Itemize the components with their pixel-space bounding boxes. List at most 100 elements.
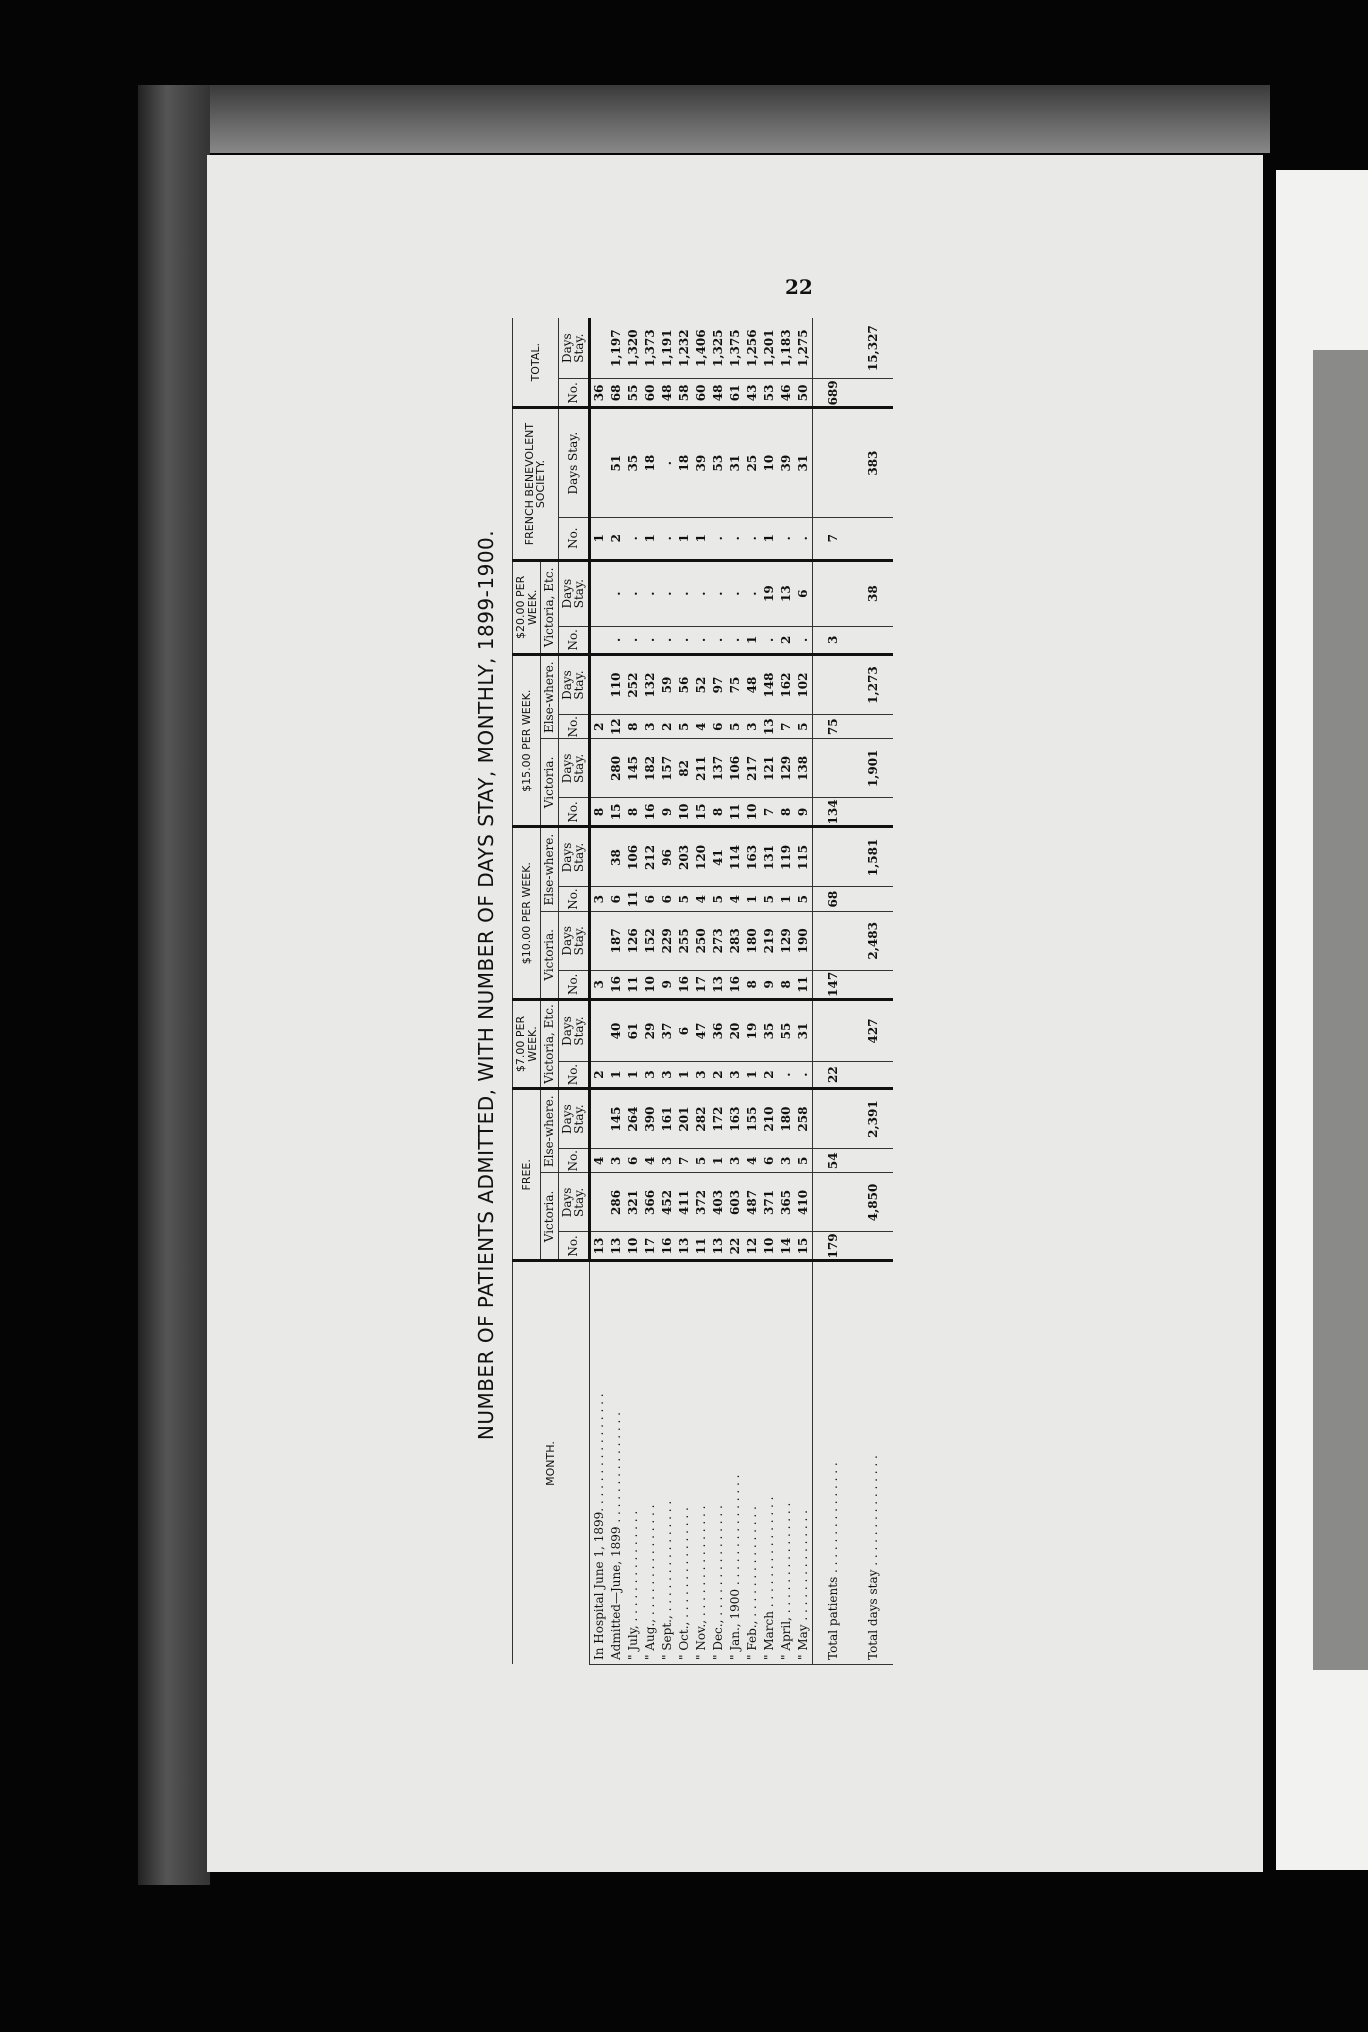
cell-days-stay: 1,273 (852, 654, 893, 715)
cell-no: 1 (641, 517, 659, 561)
header-twenty: $20.00 PER WEEK. (512, 560, 541, 655)
cell-days-stay (589, 318, 608, 379)
cell-no: 7 (777, 714, 795, 739)
cell-days-stay: 201 (675, 1088, 693, 1149)
row-label: " April, . . . . . . . . . . . . . . . (777, 1261, 795, 1665)
cell-days-stay: 255 (675, 911, 693, 971)
cell-no: 5 (794, 886, 813, 912)
cell-no: 4 (743, 1148, 761, 1173)
cell-no: 58 (675, 378, 693, 408)
row-label: In Hospital June 1, 1899. . . . . . . . … (589, 1261, 608, 1665)
cell-no: 1 (675, 517, 693, 561)
cell-no: 7 (812, 517, 853, 561)
cell-days-stay: 219 (760, 911, 778, 971)
cell-no (852, 714, 893, 739)
cell-days-stay: . (607, 560, 625, 627)
cell-no: 60 (641, 378, 659, 408)
cell-days-stay: 487 (743, 1172, 761, 1232)
cell-days-stay: 283 (726, 911, 744, 971)
cell-days-stay: 211 (692, 738, 710, 798)
cell-days-stay: 452 (658, 1172, 676, 1232)
cell-no: 50 (794, 378, 813, 408)
cell-days-stay: 1,201 (760, 318, 778, 379)
cell-days-stay: 137 (709, 738, 727, 798)
cell-no: 8 (624, 714, 642, 739)
cell-no: 7 (675, 1148, 693, 1173)
cell-no: 14 (777, 1231, 795, 1261)
header-no: No. (558, 1148, 590, 1173)
cell-days-stay: . (658, 407, 676, 518)
cell-days-stay: 162 (777, 654, 795, 715)
cell-no: 13 (760, 714, 778, 739)
cell-no: 68 (607, 378, 625, 408)
cell-no: 4 (692, 714, 710, 739)
header-no: No. (558, 517, 590, 561)
cell-days-stay (812, 318, 853, 379)
cell-no: 6 (658, 886, 676, 912)
cell-days-stay: . (641, 560, 659, 627)
cell-no: . (692, 626, 710, 655)
cell-no: 1 (589, 517, 608, 561)
cell-no: 12 (607, 714, 625, 739)
cell-no: 6 (709, 714, 727, 739)
cell-no: 16 (726, 970, 744, 1000)
header-no: No. (558, 378, 590, 408)
row-label: " Sept., . . . . . . . . . . . . . . . (658, 1261, 676, 1665)
cell-no: 3 (589, 970, 608, 1000)
cell-days-stay: 252 (624, 654, 642, 715)
header-seven: $7.00 PER WEEK. (512, 999, 541, 1089)
cell-days-stay: 10 (760, 407, 778, 518)
cell-no (852, 378, 893, 408)
cell-days-stay: 40 (607, 999, 625, 1062)
cell-no: 15 (692, 797, 710, 827)
cell-no: 4 (692, 886, 710, 912)
cell-days-stay: 31 (794, 407, 813, 518)
cell-no: . (709, 626, 727, 655)
cell-days-stay (812, 738, 853, 798)
cell-days-stay: 35 (624, 407, 642, 518)
row-label: " Aug., . . . . . . . . . . . . . . . (641, 1261, 659, 1665)
cell-days-stay: . (709, 560, 727, 627)
sub-victoria: Victoria. (540, 738, 559, 827)
cell-days-stay: 163 (726, 1088, 744, 1149)
header-no: No. (558, 797, 590, 827)
cell-no: 2 (760, 1061, 778, 1089)
cell-days-stay: 6 (675, 999, 693, 1062)
cell-no: 147 (812, 970, 853, 1000)
cell-no: 16 (641, 797, 659, 827)
cell-no: 2 (607, 517, 625, 561)
cell-days-stay: 212 (641, 826, 659, 887)
cell-no: 17 (692, 970, 710, 1000)
cell-days-stay: 1,232 (675, 318, 693, 379)
cell-no: 55 (624, 378, 642, 408)
sub-elsewhere: Else-where. (540, 1088, 559, 1173)
cell-days-stay: 132 (641, 654, 659, 715)
cell-days-stay: 1,191 (658, 318, 676, 379)
cell-no: 689 (812, 378, 853, 408)
header-total: TOTAL. (512, 318, 559, 408)
cell-no: 6 (760, 1148, 778, 1173)
cell-days-stay: 29 (641, 999, 659, 1062)
cell-no: 5 (675, 714, 693, 739)
cell-days-stay: 163 (743, 826, 761, 887)
cell-days-stay: 410 (794, 1172, 813, 1232)
cell-days-stay: 56 (675, 654, 693, 715)
cell-no: 1 (743, 626, 761, 655)
cell-no: 13 (589, 1231, 608, 1261)
table-row: " Nov., . . . . . . . . . . . . . . . 11 3… (692, 318, 710, 1665)
table-row: " Oct., . . . . . . . . . . . . . . . 13 4… (675, 318, 693, 1665)
cell-days-stay (812, 826, 853, 887)
table-row: " Jan., 1900 . . . . . . . . . . . . . .… (726, 318, 744, 1665)
cell-days-stay: 203 (675, 826, 693, 887)
cell-no: 5 (709, 886, 727, 912)
cell-days-stay: 383 (852, 407, 893, 518)
table-row: Admitted—June, 1899 . . . . . . . . . . … (607, 318, 625, 1665)
cell-no: 12 (743, 1231, 761, 1261)
cell-no: 11 (624, 886, 642, 912)
cell-no: 3 (692, 1061, 710, 1089)
cell-days-stay (589, 999, 608, 1062)
cell-no: 13 (675, 1231, 693, 1261)
cell-no: 53 (760, 378, 778, 408)
cell-no: 6 (641, 886, 659, 912)
cell-no: 2 (658, 714, 676, 739)
